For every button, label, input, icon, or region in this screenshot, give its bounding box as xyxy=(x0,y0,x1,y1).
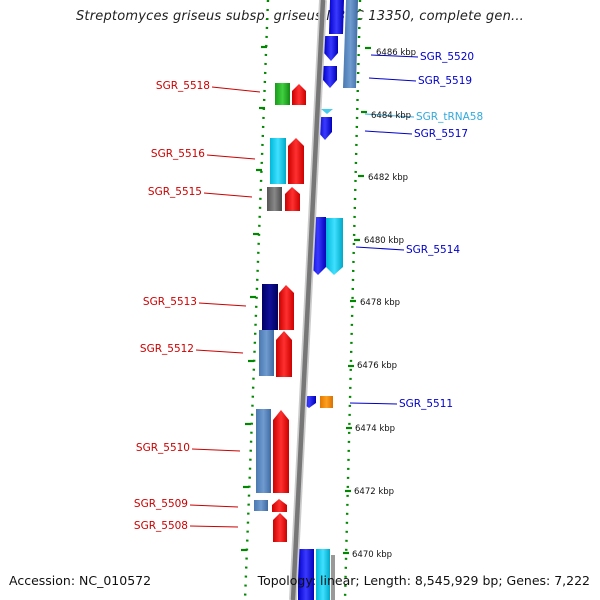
gene-label-SGR_5520[interactable]: SGR_5520 xyxy=(420,51,474,63)
gene-glyph-SGR_5509-steel[interactable] xyxy=(254,500,268,511)
topology-summary: Topology: linear; Length: 8,545,929 bp; … xyxy=(257,573,590,588)
gene-glyph-SGR_5516[interactable] xyxy=(288,138,304,184)
right-leader-lines xyxy=(349,54,419,405)
gene-label-SGR_5509[interactable]: SGR_5509 xyxy=(134,498,188,510)
gene-glyph-SGR_5515[interactable] xyxy=(285,187,300,211)
gene-glyph-SGR_5520-top[interactable] xyxy=(329,0,344,34)
map-title: Streptomyces griseus subsp. griseus NBRC… xyxy=(75,9,525,24)
right-track-guide xyxy=(343,0,362,600)
gene-glyph-SGR_5518-green[interactable] xyxy=(275,83,290,105)
scale-label-6482: 6482 kbp xyxy=(368,173,408,183)
left-leader-lines xyxy=(189,86,261,528)
gene-glyph-SGR_5510-steel[interactable] xyxy=(256,409,271,493)
gene-label-SGR_5517[interactable]: SGR_5517 xyxy=(414,128,468,140)
scale-label-6476: 6476 kbp xyxy=(357,361,397,371)
scale-label-6472: 6472 kbp xyxy=(354,487,394,497)
gene-label-SGR_5515[interactable]: SGR_5515 xyxy=(148,186,202,198)
minor-ticks xyxy=(241,45,371,555)
gene-label-SGR_5512[interactable]: SGR_5512 xyxy=(140,343,194,355)
scale-label-6486: 6486 kbp xyxy=(376,48,416,58)
gene-glyph-SGR_5509[interactable] xyxy=(272,499,287,512)
gene-glyph-SGR_5519[interactable] xyxy=(323,66,337,88)
gene-glyph-SGR_5512[interactable] xyxy=(276,331,292,377)
gene-glyph-SGR_5512-steel[interactable] xyxy=(259,330,274,376)
left-strand-genes xyxy=(254,83,306,542)
gene-label-SGR_5516[interactable]: SGR_5516 xyxy=(151,148,205,160)
scale-label-6484: 6484 kbp xyxy=(371,111,411,121)
gene-glyph-SGR_5511-orange[interactable] xyxy=(320,396,333,408)
gene-glyph-bottom-blue[interactable] xyxy=(298,549,314,600)
gene-glyph-SGR_5515-gray[interactable] xyxy=(267,187,282,211)
track-guides xyxy=(243,0,362,600)
scale-label-6480: 6480 kbp xyxy=(364,236,404,246)
gene-glyph-SGR_5510[interactable] xyxy=(273,410,289,493)
gene-label-SGR_5519[interactable]: SGR_5519 xyxy=(418,75,472,87)
gene-label-SGR_5510[interactable]: SGR_5510 xyxy=(136,442,190,454)
gene-glyph-SGR_5517[interactable] xyxy=(318,117,332,140)
chromosome-axis xyxy=(289,0,327,600)
gene-glyph-bottom-gray[interactable] xyxy=(331,555,335,600)
gene-label-SGR_tRNA58[interactable]: SGR_tRNA58 xyxy=(416,111,483,123)
gene-label-SGR_5513[interactable]: SGR_5513 xyxy=(143,296,197,308)
left-track-guide xyxy=(243,0,270,600)
gene-glyph-bottom-cyan[interactable] xyxy=(316,549,330,600)
gene-label-SGR_5511[interactable]: SGR_5511 xyxy=(399,398,453,410)
scale-labels: 6486 kbp 6484 kbp 6482 kbp 6480 kbp 6478… xyxy=(352,48,416,560)
gene-glyph-SGR_5513-navy[interactable] xyxy=(262,284,278,330)
right-gene-labels: SGR_5520 SGR_5519 SGR_tRNA58 SGR_5517 SG… xyxy=(399,51,483,410)
scale-label-6474: 6474 kbp xyxy=(355,424,395,434)
left-gene-labels: SGR_5518 SGR_5516 SGR_5515 SGR_5513 SGR_… xyxy=(134,80,210,532)
accession-label: Accession: NC_010572 xyxy=(9,573,152,588)
scale-label-6470: 6470 kbp xyxy=(352,550,392,560)
gene-glyph-SGR_5518[interactable] xyxy=(292,84,306,105)
gene-label-SGR_5514[interactable]: SGR_5514 xyxy=(406,244,460,256)
gene-label-SGR_5508[interactable]: SGR_5508 xyxy=(134,520,188,532)
gene-glyph-SGR_5520[interactable] xyxy=(324,36,338,61)
scale-label-6478: 6478 kbp xyxy=(360,298,400,308)
gene-glyph-SGR_5514-b[interactable] xyxy=(326,218,343,275)
gene-glyph-SGR_5516-cyan[interactable] xyxy=(270,138,286,184)
gene-glyph-SGR_5513[interactable] xyxy=(279,285,294,330)
gene-label-SGR_5518[interactable]: SGR_5518 xyxy=(156,80,210,92)
gene-glyph-SGR_5508[interactable] xyxy=(273,513,287,542)
gene-glyph-right-top-steel[interactable] xyxy=(343,0,358,88)
gene-glyph-SGR_tRNA58[interactable] xyxy=(321,109,333,114)
